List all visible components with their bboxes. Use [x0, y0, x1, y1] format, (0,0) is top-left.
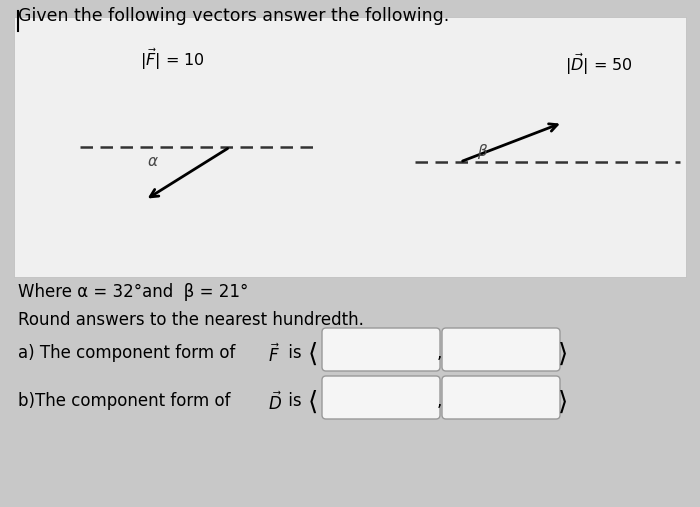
Text: is: is — [283, 392, 302, 410]
Text: $|\vec{F}|$ = 10: $|\vec{F}|$ = 10 — [140, 47, 205, 72]
Text: b)The component form of: b)The component form of — [18, 392, 236, 410]
FancyBboxPatch shape — [322, 328, 440, 371]
Text: ⟨: ⟨ — [308, 390, 318, 416]
Text: α: α — [148, 154, 158, 169]
Text: Where α = 32°and  β = 21°: Where α = 32°and β = 21° — [18, 283, 248, 301]
Text: Given the following vectors answer the following.: Given the following vectors answer the f… — [18, 7, 449, 25]
Text: β: β — [477, 144, 486, 159]
Text: $\vec{D}$: $\vec{D}$ — [268, 392, 282, 415]
FancyBboxPatch shape — [322, 376, 440, 419]
FancyBboxPatch shape — [14, 17, 686, 277]
Text: a) The component form of: a) The component form of — [18, 344, 241, 362]
Text: ,: , — [437, 344, 442, 362]
Text: ⟩: ⟩ — [558, 342, 568, 368]
FancyBboxPatch shape — [442, 328, 560, 371]
Text: ,: , — [437, 392, 442, 410]
Text: $\vec{F}$: $\vec{F}$ — [268, 344, 280, 367]
FancyBboxPatch shape — [442, 376, 560, 419]
Text: ⟩: ⟩ — [558, 390, 568, 416]
Text: ⟨: ⟨ — [308, 342, 318, 368]
Text: is: is — [283, 344, 302, 362]
Text: Round answers to the nearest hundredth.: Round answers to the nearest hundredth. — [18, 311, 364, 329]
Text: $|\vec{D}|$ = 50: $|\vec{D}|$ = 50 — [565, 52, 633, 77]
